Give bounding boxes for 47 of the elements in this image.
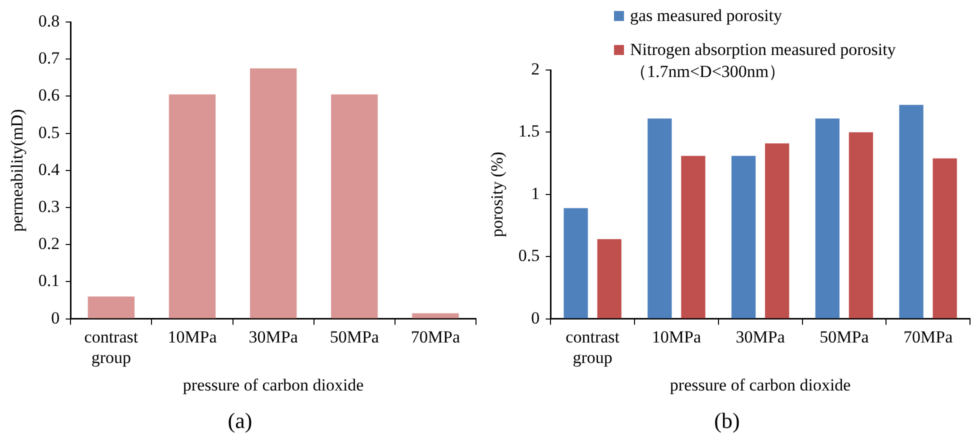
bar [815, 118, 840, 318]
y-tick-label: 0.8 [38, 11, 60, 30]
y-tick-label: 0.3 [38, 196, 60, 216]
bar [412, 313, 459, 318]
y-tick-label: 1 [531, 184, 540, 203]
x-tick-label: contrast group [84, 327, 138, 367]
y-tick-label: 0 [531, 308, 540, 328]
bar [168, 94, 216, 318]
y-tick-label: 0.7 [38, 48, 60, 68]
y-axis-title: porosity (%) [488, 152, 507, 238]
y-tick-label: 0.1 [38, 271, 60, 290]
text: (a) [226, 408, 254, 434]
bar [564, 208, 588, 318]
y-tick-label: 0.4 [38, 160, 60, 179]
y-axis-title: permeability(mD) [8, 109, 27, 232]
bar [88, 296, 135, 318]
x-axis-title: pressure of carbon dioxide [182, 375, 364, 394]
bar [681, 156, 706, 318]
bar [899, 104, 924, 318]
y-tick-label: 0 [51, 308, 60, 328]
bar [731, 156, 756, 318]
y-tick-label: 1.5 [518, 122, 540, 141]
bar [648, 118, 672, 318]
bar [848, 132, 874, 318]
x-tick-label: 10MPa [168, 327, 218, 346]
legend-label: Nitrogen absorption measured porosity（1.7nm<D<300nm） [630, 40, 897, 83]
bar [765, 143, 790, 318]
y-tick-label: 2 [531, 59, 540, 78]
bar [331, 94, 378, 318]
y-tick-label: 0.6 [38, 86, 60, 105]
x-axis-title: pressure of carbon dioxide [670, 375, 851, 394]
x-tick-label: 50MPa [820, 327, 870, 346]
x-tick-label: 70MPa [410, 327, 460, 346]
bar [597, 239, 622, 318]
x-tick-label: 70MPa [904, 327, 954, 346]
y-tick-label: 0.2 [38, 234, 60, 254]
bar [250, 68, 297, 318]
x-tick-label: contrast group [566, 327, 620, 367]
y-tick-label: 0.5 [518, 246, 540, 266]
bar [932, 158, 957, 318]
x-tick-label: 30MPa [736, 327, 786, 346]
legend-label: gas measured porosity [630, 6, 782, 26]
x-tick-label: 10MPa [652, 327, 702, 346]
x-tick-label: 50MPa [330, 327, 380, 346]
x-tick-label: 30MPa [248, 327, 298, 346]
y-tick-label: 0.5 [38, 122, 60, 142]
text: (b) [713, 408, 741, 434]
